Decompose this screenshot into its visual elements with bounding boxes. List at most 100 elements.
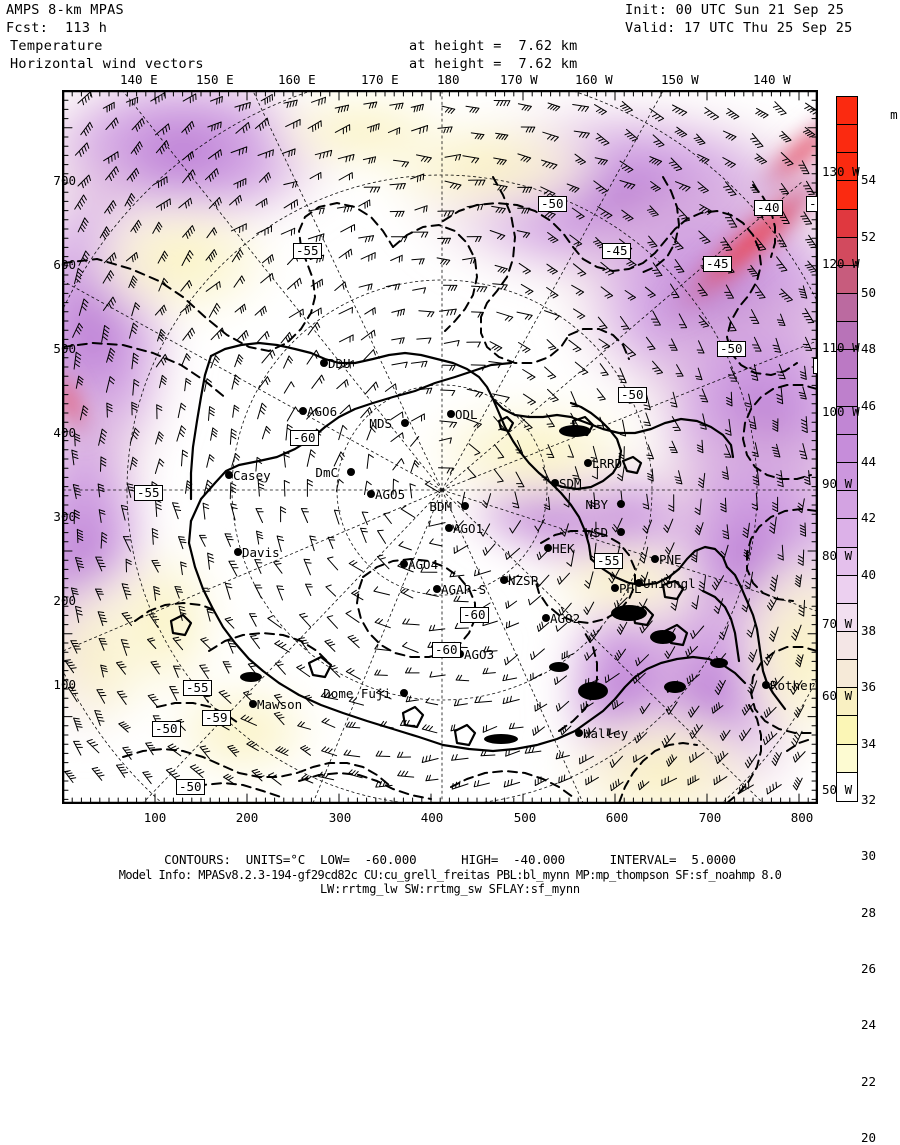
wind-barb (182, 151, 195, 162)
wind-barb (466, 203, 484, 211)
wind-barb (642, 519, 653, 534)
wind-barb (223, 773, 235, 785)
wind-barb (116, 661, 127, 675)
wind-barb (103, 252, 117, 264)
wind-barb (604, 673, 620, 684)
wind-barb (428, 624, 446, 632)
wind-barb (421, 724, 438, 734)
colorbar-swatch (837, 716, 857, 745)
wind-barb (697, 181, 709, 194)
wind-barb (443, 284, 458, 291)
wind-barb (518, 262, 531, 275)
wind-barb (609, 755, 623, 768)
wind-barb (391, 361, 408, 368)
wind-barb (566, 549, 575, 567)
wind-barb (402, 641, 419, 653)
wind-barb (145, 742, 156, 756)
wind-barb (804, 102, 817, 115)
wind-barb (624, 128, 638, 142)
station-label: Dome Fuji (323, 686, 391, 701)
wind-barb (333, 509, 341, 525)
wind-barb (528, 595, 542, 606)
wind-barb (779, 209, 790, 224)
wind-barb (131, 401, 138, 416)
lon-top-label: 180 (437, 72, 460, 87)
wind-barb (314, 149, 333, 160)
wind-barb (385, 283, 400, 291)
wind-barb (94, 710, 105, 727)
wind-barb (462, 257, 476, 264)
wind-barb (754, 153, 768, 165)
wind-barb (714, 679, 726, 696)
colorbar-tick-label: 20 (861, 1129, 877, 1145)
wind-barb (798, 160, 810, 175)
map-plot-area[interactable]: DDU AGO6 MDS ODL LRRD Casey DmC SDM AGO5 NBY BDM AG… (62, 90, 818, 804)
wind-barb (493, 416, 505, 431)
colorbar-swatch (837, 463, 857, 492)
wind-barb (522, 369, 536, 381)
wind-barb (482, 667, 496, 675)
wind-barb (718, 624, 729, 641)
colorbar-unit: m s-1 (860, 92, 900, 137)
wind-barb (524, 746, 542, 754)
wind-barb (283, 181, 298, 189)
station-label: Halley (583, 726, 629, 741)
wind-barb (233, 275, 245, 288)
wind-barb (697, 282, 708, 297)
wind-barb (494, 444, 505, 459)
station-dot-icon (367, 490, 375, 498)
wind-barb (585, 677, 599, 686)
wind-barb (516, 311, 533, 321)
wind-barb (541, 159, 558, 170)
wind-barb (390, 254, 403, 263)
wind-barb (453, 699, 468, 707)
station-label: DmC (315, 465, 338, 480)
wind-speed-colorbar[interactable] (836, 96, 858, 802)
wind-barb (178, 536, 187, 550)
colorbar-swatch (837, 350, 857, 379)
wind-barb (389, 210, 405, 217)
colorbar-swatch (837, 744, 857, 773)
wind-barb (800, 416, 808, 433)
wind-barb (254, 305, 267, 317)
wind-barb (206, 227, 218, 239)
wind-barb (470, 364, 486, 371)
wind-barb (125, 252, 139, 263)
colorbar-tick-label: 40 (861, 566, 877, 582)
wind-barb (534, 518, 545, 532)
wind-barb (802, 336, 813, 351)
wind-barb (661, 776, 677, 787)
wind-barb (240, 714, 257, 726)
wind-barb (233, 178, 247, 189)
wind-barb (329, 665, 341, 678)
wind-barb (247, 662, 259, 677)
wind-barb (449, 570, 465, 578)
wind-barb (273, 711, 285, 726)
wind-barb (286, 406, 299, 422)
wind-barb (300, 508, 309, 523)
contour-label: -55 (183, 680, 212, 696)
wind-barb (584, 649, 597, 661)
wind-barb (779, 288, 793, 303)
wind-barb (230, 223, 247, 233)
wind-barb (699, 413, 707, 430)
wind-barb (228, 560, 239, 577)
wind-barb (174, 586, 183, 599)
wind-barb (74, 433, 81, 447)
wind-barb (387, 127, 401, 135)
wind-barb (116, 764, 128, 778)
wind-barb (276, 585, 285, 601)
wind-barb (791, 624, 802, 641)
lon-top-label: 170 E (361, 72, 399, 87)
wind-barb (597, 206, 613, 219)
wind-barb (201, 587, 210, 603)
wind-barb (505, 620, 520, 629)
wind-barb (325, 584, 337, 597)
wind-barb (363, 101, 378, 109)
wind-barb (105, 166, 119, 181)
wind-barb (698, 315, 710, 328)
wind-barb (493, 183, 508, 192)
wind-barb (505, 749, 521, 757)
wind-barb (300, 745, 311, 756)
wind-barb (741, 598, 750, 613)
